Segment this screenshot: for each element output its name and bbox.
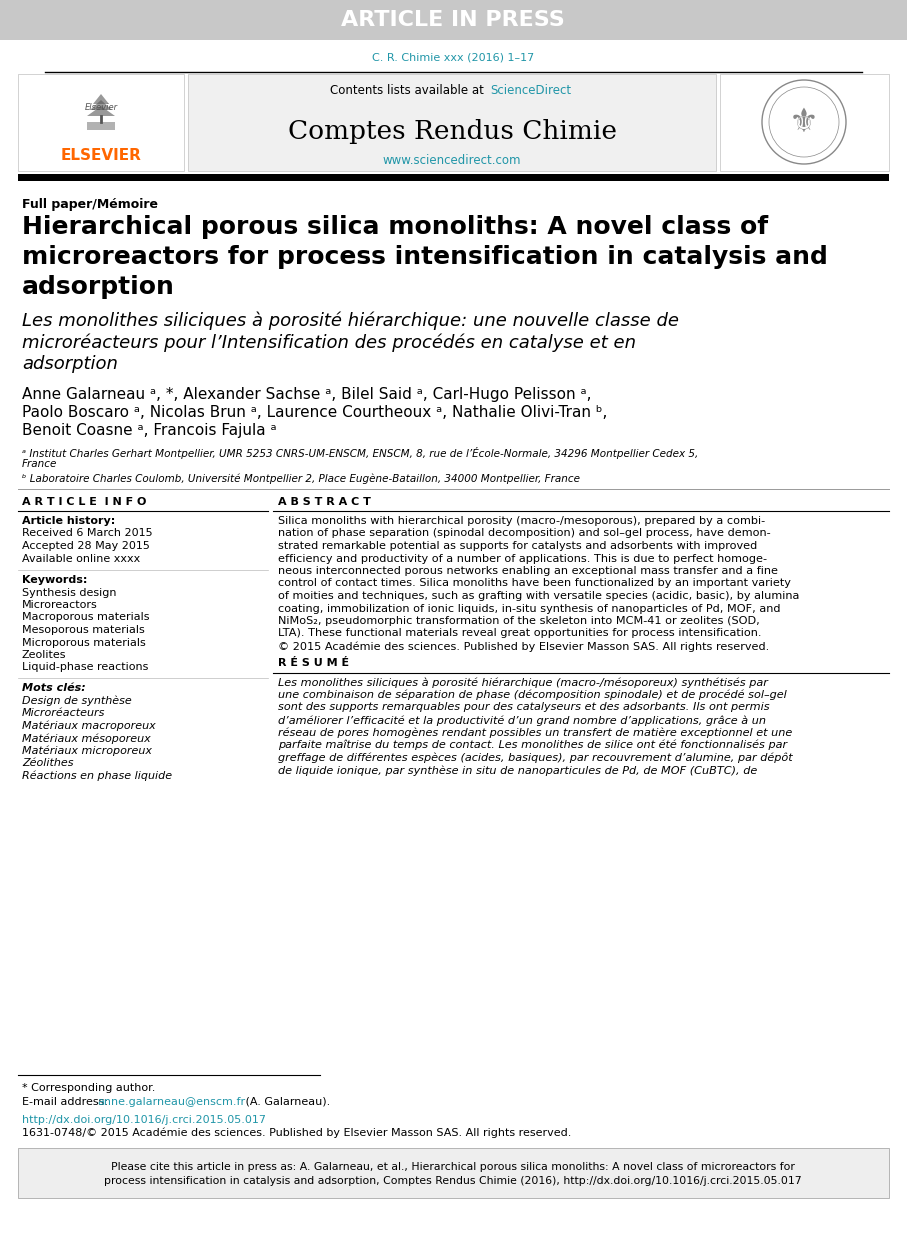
Text: strated remarkable potential as supports for catalysts and adsorbents with impro: strated remarkable potential as supports… xyxy=(278,541,757,551)
Text: Matériaux microporeux: Matériaux microporeux xyxy=(22,745,152,756)
Text: 1631-0748/© 2015 Académie des sciences. Published by Elsevier Masson SAS. All ri: 1631-0748/© 2015 Académie des sciences. … xyxy=(22,1128,571,1139)
Text: Les monolithes siliciques à porosité hiérarchique: une nouvelle classe de: Les monolithes siliciques à porosité hié… xyxy=(22,311,679,329)
Text: Article history:: Article history: xyxy=(22,516,115,526)
Text: ScienceDirect: ScienceDirect xyxy=(490,83,571,97)
Text: France: France xyxy=(22,459,57,469)
FancyBboxPatch shape xyxy=(18,1148,889,1198)
Text: LTA). These functional materials reveal great opportunities for process intensif: LTA). These functional materials reveal … xyxy=(278,629,762,639)
Text: adsorption: adsorption xyxy=(22,275,175,300)
Text: Réactions en phase liquide: Réactions en phase liquide xyxy=(22,770,172,781)
FancyBboxPatch shape xyxy=(0,0,907,40)
Text: Benoit Coasne ᵃ, Francois Fajula ᵃ: Benoit Coasne ᵃ, Francois Fajula ᵃ xyxy=(22,423,277,438)
Text: sont des supports remarquables pour des catalyseurs et des adsorbants. Ils ont p: sont des supports remarquables pour des … xyxy=(278,702,770,713)
Text: A B S T R A C T: A B S T R A C T xyxy=(278,496,371,508)
Text: * Corresponding author.: * Corresponding author. xyxy=(22,1083,155,1093)
Text: microréacteurs pour l’Intensification des procédés en catalyse et en: microréacteurs pour l’Intensification de… xyxy=(22,333,636,352)
Text: Received 6 March 2015: Received 6 March 2015 xyxy=(22,529,152,539)
Text: Anne Galarneau ᵃ, *, Alexander Sachse ᵃ, Bilel Said ᵃ, Carl-Hugo Pelisson ᵃ,: Anne Galarneau ᵃ, *, Alexander Sachse ᵃ,… xyxy=(22,387,591,402)
Text: www.sciencedirect.com: www.sciencedirect.com xyxy=(383,155,522,167)
Text: A R T I C L E  I N F O: A R T I C L E I N F O xyxy=(22,496,146,508)
Text: Hierarchical porous silica monoliths: A novel class of: Hierarchical porous silica monoliths: A … xyxy=(22,215,768,239)
Text: Mots clés:: Mots clés: xyxy=(22,683,86,693)
Polygon shape xyxy=(93,94,109,104)
Text: process intensification in catalysis and adsorption, Comptes Rendus Chimie (2016: process intensification in catalysis and… xyxy=(104,1176,802,1186)
Text: ᵇ Laboratoire Charles Coulomb, Université Montpellier 2, Place Eugène-Bataillon,: ᵇ Laboratoire Charles Coulomb, Universit… xyxy=(22,473,580,484)
Text: Microréacteurs: Microréacteurs xyxy=(22,708,105,718)
Text: nation of phase separation (spinodal decomposition) and sol–gel process, have de: nation of phase separation (spinodal dec… xyxy=(278,529,771,539)
Text: Mesoporous materials: Mesoporous materials xyxy=(22,625,145,635)
Text: coating, immobilization of ionic liquids, in-situ synthesis of nanoparticles of : coating, immobilization of ionic liquids… xyxy=(278,603,781,614)
Text: Les monolithes siliciques à porosité hiérarchique (macro-/mésoporeux) synthétisé: Les monolithes siliciques à porosité hié… xyxy=(278,677,768,688)
Text: microreactors for process intensification in catalysis and: microreactors for process intensificatio… xyxy=(22,245,828,269)
FancyBboxPatch shape xyxy=(188,74,716,171)
Text: de liquide ionique, par synthèse in situ de nanoparticules de Pd, de MOF (CuBTC): de liquide ionique, par synthèse in situ… xyxy=(278,765,757,775)
Text: réseau de pores homogènes rendant possibles un transfert de matière exceptionnel: réseau de pores homogènes rendant possib… xyxy=(278,728,792,738)
Polygon shape xyxy=(87,106,115,116)
Text: © 2015 Académie des sciences. Published by Elsevier Masson SAS. All rights reser: © 2015 Académie des sciences. Published … xyxy=(278,641,769,651)
Text: parfaite maîtrise du temps de contact. Les monolithes de silice ont été fonction: parfaite maîtrise du temps de contact. L… xyxy=(278,740,787,750)
Text: NiMoS₂, pseudomorphic transformation of the skeleton into MCM-41 or zeolites (SO: NiMoS₂, pseudomorphic transformation of … xyxy=(278,617,760,626)
Text: une combinaison de séparation de phase (décomposition spinodale) et de procédé s: une combinaison de séparation de phase (… xyxy=(278,690,786,701)
Bar xyxy=(18,175,889,181)
Text: Synthesis design: Synthesis design xyxy=(22,588,116,598)
Text: Macroporous materials: Macroporous materials xyxy=(22,613,150,623)
Text: efficiency and productivity of a number of applications. This is due to perfect : efficiency and productivity of a number … xyxy=(278,553,767,563)
Text: greffage de différentes espèces (acides, basiques), par recouvrement d’alumine, : greffage de différentes espèces (acides,… xyxy=(278,753,793,763)
Text: anne.galarneau@enscm.fr: anne.galarneau@enscm.fr xyxy=(97,1097,245,1107)
Text: Matériaux mésoporeux: Matériaux mésoporeux xyxy=(22,733,151,744)
Text: adsorption: adsorption xyxy=(22,355,118,373)
Text: Accepted 28 May 2015: Accepted 28 May 2015 xyxy=(22,541,150,551)
Text: Keywords:: Keywords: xyxy=(22,574,87,586)
Text: Comptes Rendus Chimie: Comptes Rendus Chimie xyxy=(288,119,617,144)
Text: Available online xxxx: Available online xxxx xyxy=(22,553,141,563)
FancyBboxPatch shape xyxy=(720,74,889,171)
Text: Contents lists available at: Contents lists available at xyxy=(330,83,488,97)
Text: Full paper/Mémoire: Full paper/Mémoire xyxy=(22,198,158,210)
Text: Microreactors: Microreactors xyxy=(22,600,98,610)
Text: Elsevier: Elsevier xyxy=(84,104,118,113)
Text: Matériaux macroporeux: Matériaux macroporeux xyxy=(22,721,156,730)
Text: Silica monoliths with hierarchical porosity (macro-/mesoporous), prepared by a c: Silica monoliths with hierarchical poros… xyxy=(278,516,766,526)
Text: Paolo Boscaro ᵃ, Nicolas Brun ᵃ, Laurence Courtheoux ᵃ, Nathalie Olivi-Tran ᵇ,: Paolo Boscaro ᵃ, Nicolas Brun ᵃ, Laurenc… xyxy=(22,405,608,420)
Text: ⚜: ⚜ xyxy=(789,105,819,139)
Text: C. R. Chimie xxx (2016) 1–17: C. R. Chimie xxx (2016) 1–17 xyxy=(372,53,534,63)
FancyBboxPatch shape xyxy=(18,74,184,171)
Text: http://dx.doi.org/10.1016/j.crci.2015.05.017: http://dx.doi.org/10.1016/j.crci.2015.05… xyxy=(22,1115,266,1125)
Text: Liquid-phase reactions: Liquid-phase reactions xyxy=(22,662,149,672)
Text: ELSEVIER: ELSEVIER xyxy=(61,147,141,162)
Text: neous interconnected porous networks enabling an exceptional mass transfer and a: neous interconnected porous networks ena… xyxy=(278,566,778,576)
Text: (A. Galarneau).: (A. Galarneau). xyxy=(242,1097,330,1107)
Text: R É S U M É: R É S U M É xyxy=(278,659,349,669)
Text: Design de synthèse: Design de synthèse xyxy=(22,696,132,706)
Text: Microporous materials: Microporous materials xyxy=(22,638,146,647)
Text: Zeolites: Zeolites xyxy=(22,650,66,660)
Text: Zéolithes: Zéolithes xyxy=(22,758,73,768)
Polygon shape xyxy=(90,100,112,110)
Text: Please cite this article in press as: A. Galarneau, et al., Hierarchical porous : Please cite this article in press as: A.… xyxy=(111,1162,795,1172)
Text: ARTICLE IN PRESS: ARTICLE IN PRESS xyxy=(341,10,565,30)
Bar xyxy=(87,123,115,130)
Text: control of contact times. Silica monoliths have been functionalized by an import: control of contact times. Silica monolit… xyxy=(278,578,791,588)
Text: of moities and techniques, such as grafting with versatile species (acidic, basi: of moities and techniques, such as graft… xyxy=(278,591,799,600)
Text: E-mail address:: E-mail address: xyxy=(22,1097,112,1107)
Text: d’améliorer l’efficacité et la productivité d’un grand nombre d’applications, gr: d’améliorer l’efficacité et la productiv… xyxy=(278,716,766,725)
Text: ᵃ Institut Charles Gerhart Montpellier, UMR 5253 CNRS-UM-ENSCM, ENSCM, 8, rue de: ᵃ Institut Charles Gerhart Montpellier, … xyxy=(22,447,698,459)
